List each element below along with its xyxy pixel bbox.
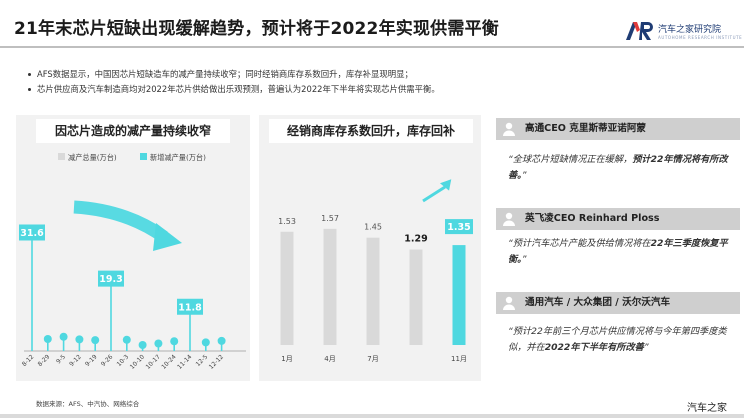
chart-title-reduction: 因芯片造成的减产量持续收窄 xyxy=(36,119,230,143)
x-tick-label: 7月 xyxy=(367,355,378,363)
new-reduction-point xyxy=(91,336,100,345)
data-label: 1.53 xyxy=(278,217,296,226)
chart-panel-inventory: 经销商库存系数回升，库存回补 1.53 1月 1.57 4月 1.45 7月 1.29 1.3… xyxy=(259,115,481,381)
data-label-badge xyxy=(19,224,45,241)
data-label: 1.29 xyxy=(404,234,427,245)
title-divider xyxy=(0,46,744,48)
data-label: 1.45 xyxy=(364,223,382,232)
footer-bar xyxy=(0,414,744,418)
x-tick-label: 10-10 xyxy=(129,353,146,370)
trend-arrow-head xyxy=(153,223,182,251)
new-reduction-point xyxy=(217,336,226,345)
person-icon xyxy=(503,212,515,226)
speaker-quote: “预计22年前三个月芯片供应情况将与今年第四季度类似，并在2022年下半年有所改… xyxy=(508,326,727,353)
x-tick-label: 8-12 xyxy=(21,353,36,368)
bullet-item: AFS数据显示，中国因芯片短缺造车的减产量持续收窄；同时经销商库存系数回升，库存… xyxy=(28,67,440,82)
new-reduction-point xyxy=(201,338,210,347)
x-tick-label: 8-29 xyxy=(37,353,52,368)
quote-header: 通用汽车 / 大众集团 / 沃尔沃汽车 xyxy=(496,292,740,314)
inventory-bar xyxy=(323,228,337,345)
trend-arrow xyxy=(73,200,168,243)
logo-subtext: AUTOHOME RESEARCH INSTITUTE xyxy=(658,35,743,40)
logo-text: 汽车之家研究院 xyxy=(658,25,722,35)
x-tick-label: 12-12 xyxy=(208,353,225,370)
new-reduction-point xyxy=(75,335,84,344)
new-reduction-point xyxy=(59,332,68,341)
new-reduction-point xyxy=(170,337,179,346)
quotes-column: 高通CEO 克里斯蒂亚诺阿蒙 “全球芯片短缺情况正在缓解，预计22年情况将有所改… xyxy=(496,118,740,380)
bullet-item: 芯片供应商及汽车制造商均对2022年芯片供给做出乐观预测，普遍认为2022年下半… xyxy=(28,82,440,97)
x-tick-label: 11月 xyxy=(451,355,467,363)
inventory-bar xyxy=(366,237,380,345)
data-label: 1.57 xyxy=(321,214,339,223)
logo: 汽车之家研究院 AUTOHOME RESEARCH INSTITUTE xyxy=(626,22,742,40)
legend-swatch xyxy=(58,153,65,160)
x-tick-label: 10-24 xyxy=(160,353,177,370)
quote-header: 高通CEO 克里斯蒂亚诺阿蒙 xyxy=(496,118,740,140)
data-label: 11.8 xyxy=(178,302,202,313)
data-label: 19.3 xyxy=(99,274,122,285)
person-icon xyxy=(503,296,515,310)
chart-legend: 减产总量(万台) 新增减产量(万台) xyxy=(58,153,206,162)
person-icon xyxy=(503,122,515,136)
page-title: 21年末芯片短缺出现缓解趋势，预计将于2022年实现供需平衡 xyxy=(14,19,499,39)
x-tick-label: 10-17 xyxy=(145,353,162,370)
data-label: 31.6 xyxy=(20,228,44,239)
x-tick-label: 9-26 xyxy=(100,353,115,368)
up-arrow-head xyxy=(439,179,452,191)
data-label-badge xyxy=(177,298,203,315)
chart-title-inventory: 经销商库存系数回升，库存回补 xyxy=(269,119,473,143)
x-tick-label: 9-5 xyxy=(55,353,67,365)
up-arrow xyxy=(422,185,446,203)
inventory-bar xyxy=(452,245,466,345)
x-tick-label: 1月 xyxy=(281,355,292,363)
x-tick-label: 9-19 xyxy=(84,353,99,368)
speaker-quote: “全球芯片短缺情况正在缓解，预计22年情况将有所改善。” xyxy=(508,154,728,181)
x-tick-label: 9-12 xyxy=(68,353,83,368)
legend-label: 减产总量(万台) xyxy=(68,153,117,162)
speaker-name: 高通CEO 克里斯蒂亚诺阿蒙 xyxy=(525,123,647,134)
chart-panel-reduction: 因芯片造成的减产量持续收窄 减产总量(万台) 新增减产量(万台) 8-12 8-29 9… xyxy=(16,115,250,381)
data-label-badge xyxy=(445,219,473,235)
reduction-chart: 减产总量(万台) 新增减产量(万台) 8-12 8-29 9-5 9-12 9-19 9-26… xyxy=(19,153,246,371)
inventory-bar xyxy=(409,249,423,345)
speaker-name: 英飞凌CEO Reinhard Ploss xyxy=(525,213,660,224)
bullet-list: AFS数据显示，中国因芯片短缺造车的减产量持续收窄；同时经销商库存系数回升，库存… xyxy=(28,67,440,97)
speaker-name: 通用汽车 / 大众集团 / 沃尔沃汽车 xyxy=(525,297,671,308)
x-tick-label: 11-14 xyxy=(176,353,193,370)
quote-header: 英飞凌CEO Reinhard Ploss xyxy=(496,208,740,230)
new-reduction-point xyxy=(122,335,131,344)
legend-label: 新增减产量(万台) xyxy=(150,153,206,162)
x-tick-label: 4月 xyxy=(324,355,335,363)
new-reduction-point xyxy=(154,339,163,348)
legend-swatch xyxy=(140,153,147,160)
speaker-quote: “预计汽车芯片产能及供给情况将在22年三季度恢复平衡。” xyxy=(508,238,728,265)
data-source-note: 数据来源：AFS、中汽协、网络综合 xyxy=(36,400,140,408)
inventory-bar xyxy=(280,231,294,345)
data-label: 1.35 xyxy=(447,222,470,233)
footer-brand: 汽车之家 xyxy=(687,403,727,414)
new-reduction-point xyxy=(43,335,52,343)
logo-mark-icon xyxy=(626,22,653,40)
inventory-chart: 1.53 1月 1.57 4月 1.45 7月 1.29 1.35 11月 xyxy=(278,179,473,363)
data-label-badge xyxy=(98,270,124,287)
new-reduction-point xyxy=(138,341,147,349)
